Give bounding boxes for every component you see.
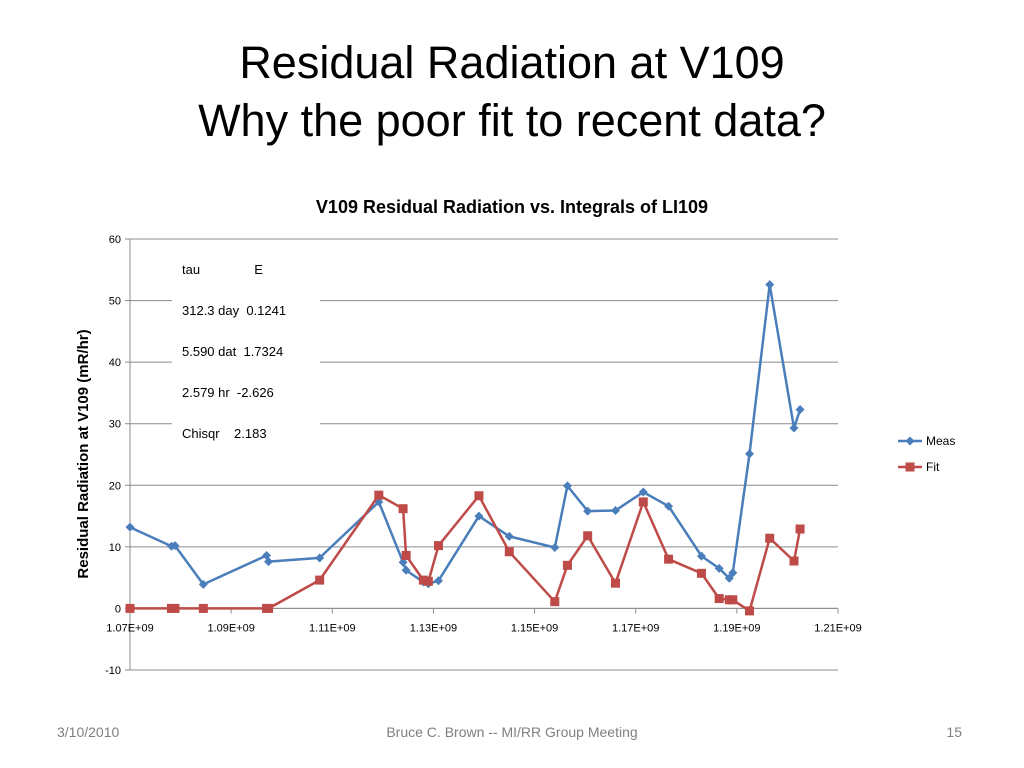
data-point-fit [550, 597, 560, 607]
data-point-meas [125, 522, 135, 532]
data-point-meas [170, 541, 180, 551]
x-tick-label: 1.17E+09 [612, 622, 659, 634]
legend-marker-meas [905, 436, 915, 446]
x-tick-label: 1.09E+09 [207, 622, 254, 634]
data-point-fit [504, 547, 514, 557]
series [125, 280, 805, 616]
axes: -10 0 10 20 30 40 50 60 1.07E+09 1.09E+09 1.11E+09… [105, 234, 862, 677]
data-point-fit [433, 541, 443, 551]
data-point-meas [724, 573, 734, 583]
fit-params-row: 312.3 day 0.1241 [182, 303, 287, 318]
data-point-fit [728, 595, 738, 605]
data-point-fit [638, 497, 648, 507]
y-tick-label: 10 [109, 542, 121, 554]
data-point-fit [789, 556, 799, 566]
x-tick-label: 1.07E+09 [106, 622, 153, 634]
data-point-fit [562, 560, 572, 570]
slide-title-line2: Why the poor fit to recent data? [198, 95, 826, 146]
x-tick-label: 1.19E+09 [713, 622, 760, 634]
data-point-fit [170, 603, 180, 613]
data-point-meas [714, 563, 724, 573]
y-tick-label: 40 [109, 357, 121, 369]
data-point-meas [198, 579, 208, 589]
y-tick-label: 0 [115, 603, 121, 615]
x-tick-label: 1.11E+09 [309, 622, 356, 634]
legend-marker-fit [905, 462, 915, 472]
chart-title: V109 Residual Radiation vs. Integrals of… [316, 197, 708, 217]
data-point-meas [728, 568, 738, 578]
x-tick-label: 1.21E+09 [814, 622, 861, 634]
y-tick-label: 20 [109, 480, 121, 492]
footer-page-number: 15 [946, 724, 962, 740]
data-point-fit [423, 576, 433, 586]
data-point-meas [550, 542, 560, 552]
data-point-fit [745, 606, 754, 616]
data-point-meas [583, 506, 593, 516]
footer-date: 3/10/2010 [57, 724, 120, 740]
data-point-fit [315, 575, 325, 585]
x-tick-label: 1.15E+09 [511, 622, 558, 634]
data-point-fit [418, 575, 428, 585]
data-point-meas [795, 405, 805, 415]
data-point-meas [264, 557, 274, 567]
data-point-fit [610, 578, 620, 588]
data-point-fit [765, 533, 775, 543]
data-point-meas [398, 557, 408, 567]
data-point-fit [198, 603, 208, 613]
y-tick-label: -10 [105, 665, 121, 677]
fit-params-row: Chisqr 2.183 [182, 426, 267, 441]
data-point-meas [610, 506, 620, 516]
legend: Meas Fit [898, 434, 955, 474]
data-point-meas [696, 551, 706, 561]
footer-presenter: Bruce C. Brown -- MI/RR Group Meeting [386, 724, 638, 740]
y-tick-label: 60 [109, 234, 121, 246]
data-point-meas [745, 449, 754, 459]
data-point-meas [765, 280, 775, 290]
x-tick-label: 1.13E+09 [410, 622, 457, 634]
fit-parameters-box: tau E 312.3 day 0.1241 5.590 dat 1.7324 … [172, 258, 320, 450]
data-point-fit [583, 531, 593, 541]
fit-params-row: 5.590 dat 1.7324 [182, 344, 284, 359]
data-point-fit [125, 603, 135, 613]
data-point-fit [398, 504, 408, 514]
data-point-meas [433, 576, 443, 586]
data-point-meas [474, 511, 484, 521]
fit-params-row: 2.579 hr -2.626 [182, 385, 274, 400]
data-point-fit [714, 594, 724, 604]
data-point-fit [795, 524, 805, 534]
y-axis-label: Residual Radiation at V109 (mR/hr) [75, 329, 92, 578]
data-point-fit [264, 603, 274, 613]
data-point-fit [696, 568, 706, 578]
data-point-fit [664, 554, 674, 564]
data-point-meas [789, 423, 799, 433]
data-point-meas [504, 531, 514, 541]
slide-title-line1: Residual Radiation at V109 [239, 37, 785, 88]
slide-title: Residual Radiation at V109 Why the poor … [0, 34, 1024, 150]
data-point-fit [401, 550, 411, 560]
fit-params-header: tau E [182, 262, 263, 277]
legend-label-fit: Fit [926, 460, 940, 474]
data-point-meas [638, 487, 648, 497]
data-point-fit [374, 490, 384, 500]
y-tick-label: 50 [109, 296, 121, 308]
legend-label-meas: Meas [926, 434, 955, 448]
data-point-meas [401, 565, 411, 575]
data-point-meas [664, 501, 674, 511]
data-point-fit [474, 491, 484, 501]
data-point-meas [315, 553, 325, 563]
y-tick-label: 30 [109, 419, 121, 431]
data-point-meas [562, 481, 572, 491]
